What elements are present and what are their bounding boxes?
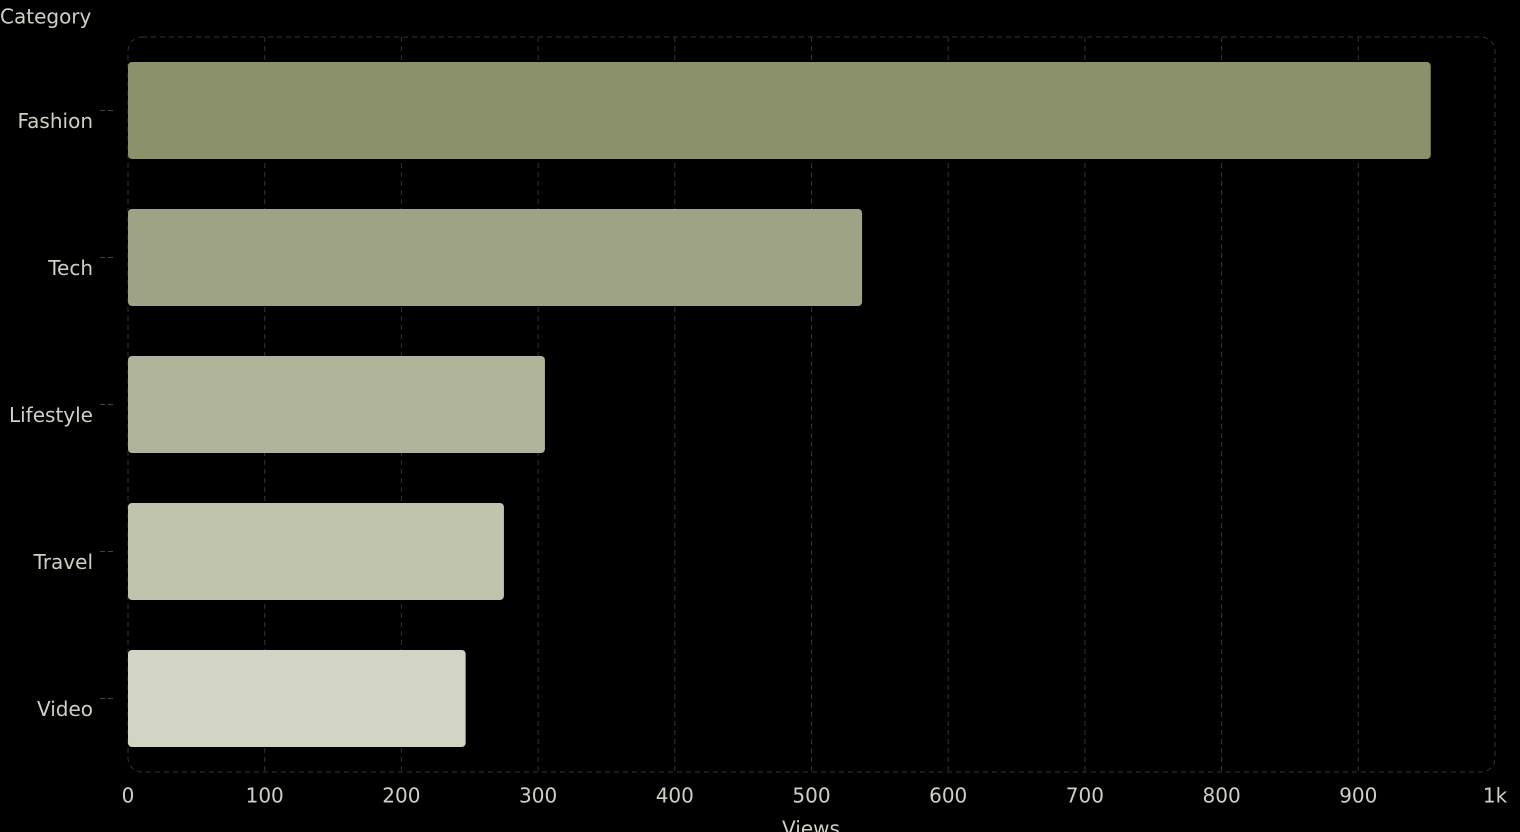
bar — [128, 356, 545, 453]
x-tick-label: 200 — [382, 784, 420, 808]
x-tick-label: 300 — [519, 784, 557, 808]
x-tick-label: 1k — [1483, 784, 1508, 808]
x-tick-label: 0 — [122, 784, 135, 808]
x-tick-label: 800 — [1203, 784, 1241, 808]
x-tick-label: 400 — [656, 784, 694, 808]
x-tick-label: 600 — [929, 784, 967, 808]
y-tick-label: Fashion — [18, 109, 94, 133]
y-tick-label: Travel — [33, 550, 93, 574]
x-tick-label: 500 — [792, 784, 830, 808]
x-tick-label: 100 — [246, 784, 284, 808]
y-tick-label: Video — [37, 697, 93, 721]
bar — [128, 209, 863, 306]
bar — [128, 62, 1431, 159]
bar — [128, 503, 504, 600]
y-tick-label: Lifestyle — [9, 403, 93, 427]
x-axis-title: Views — [782, 817, 840, 832]
y-axis-title: Category — [0, 5, 92, 29]
x-tick-label: 700 — [1066, 784, 1104, 808]
y-tick-label: Tech — [47, 256, 93, 280]
bar — [128, 650, 466, 747]
x-tick-label: 900 — [1339, 784, 1377, 808]
